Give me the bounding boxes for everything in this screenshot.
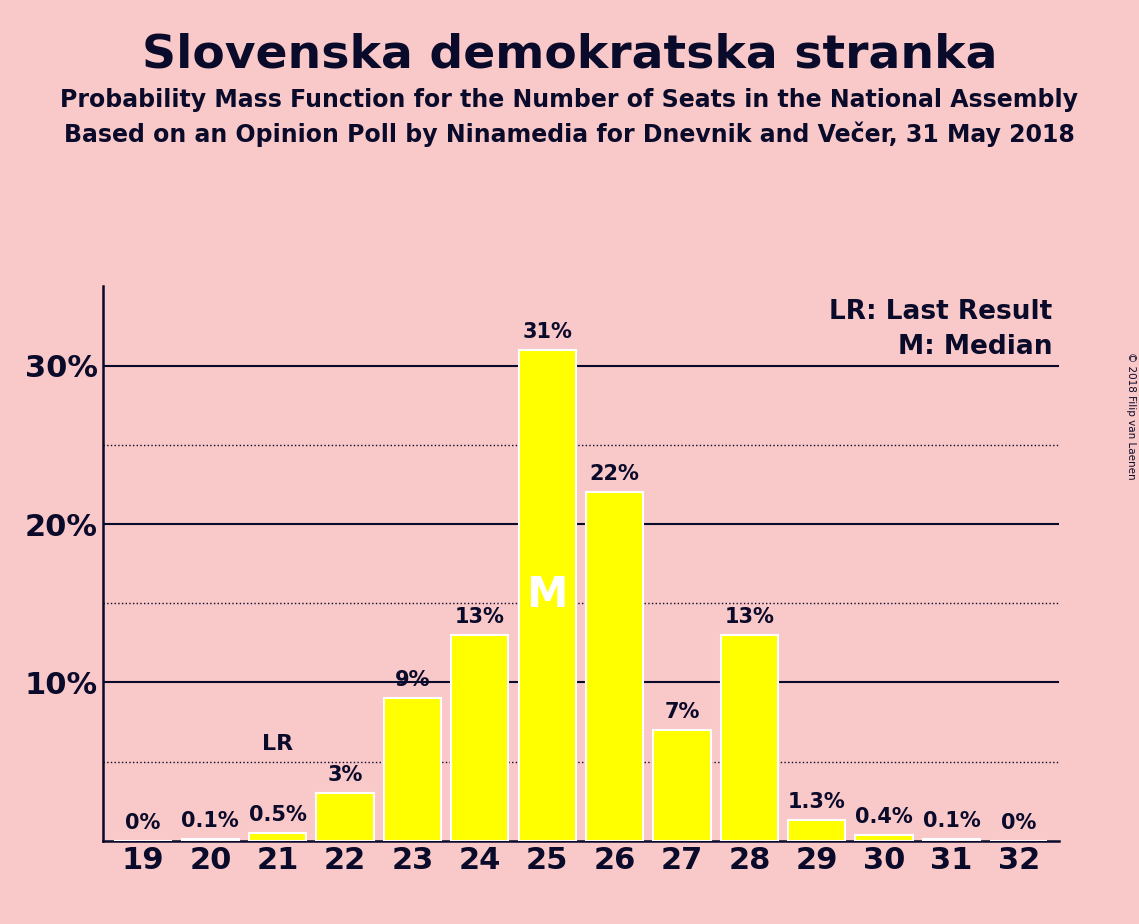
Bar (249, 833, 306, 841)
Text: 0%: 0% (1001, 813, 1036, 833)
Text: 9%: 9% (395, 670, 431, 690)
Text: LR: LR (262, 734, 293, 754)
Text: 7%: 7% (664, 702, 699, 722)
Text: 13%: 13% (724, 607, 775, 627)
Text: 0.1%: 0.1% (181, 811, 239, 832)
Bar (721, 635, 778, 841)
Text: 3%: 3% (327, 765, 362, 785)
Bar (585, 492, 644, 841)
Text: 0.1%: 0.1% (923, 811, 981, 832)
Text: 0%: 0% (125, 813, 161, 833)
Bar (518, 350, 576, 841)
Bar (384, 699, 441, 841)
Text: © 2018 Filip van Laenen: © 2018 Filip van Laenen (1125, 352, 1136, 480)
Text: Slovenska demokratska stranka: Slovenska demokratska stranka (141, 32, 998, 78)
Text: Probability Mass Function for the Number of Seats in the National Assembly: Probability Mass Function for the Number… (60, 88, 1079, 112)
Text: 0.5%: 0.5% (248, 805, 306, 825)
Bar (788, 821, 845, 841)
Text: LR: Last Result: LR: Last Result (829, 299, 1052, 325)
Bar (923, 839, 980, 841)
Bar (317, 794, 374, 841)
Text: 31%: 31% (523, 322, 572, 342)
Text: M: M (526, 575, 568, 616)
Text: 0.4%: 0.4% (855, 807, 913, 827)
Text: 13%: 13% (454, 607, 505, 627)
Text: 22%: 22% (590, 465, 639, 484)
Text: M: Median: M: Median (898, 334, 1052, 360)
Text: 1.3%: 1.3% (788, 792, 845, 812)
Bar (654, 730, 711, 841)
Bar (451, 635, 508, 841)
Bar (855, 834, 912, 841)
Text: Based on an Opinion Poll by Ninamedia for Dnevnik and Večer, 31 May 2018: Based on an Opinion Poll by Ninamedia fo… (64, 122, 1075, 148)
Bar (182, 839, 239, 841)
